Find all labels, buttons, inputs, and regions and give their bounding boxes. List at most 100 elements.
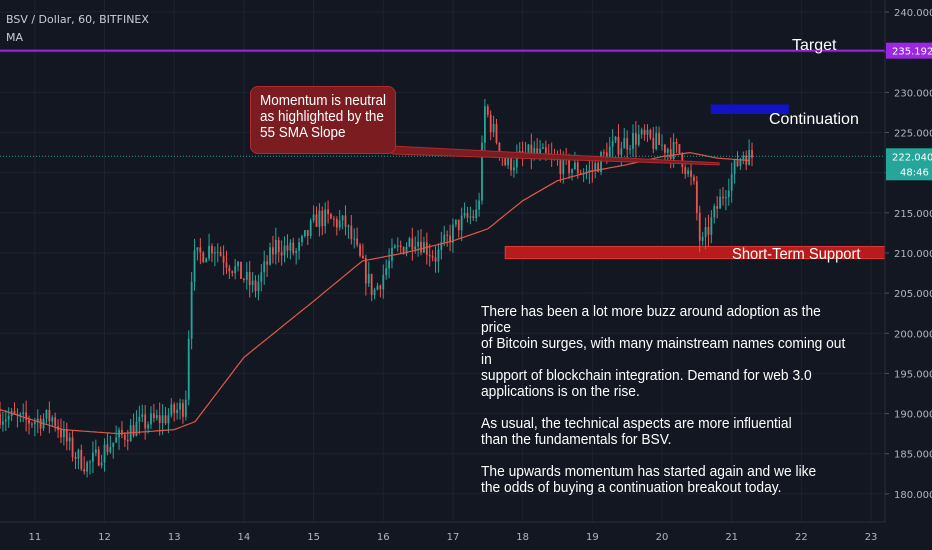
candle-body: [417, 241, 420, 247]
target-price-tag: [886, 42, 932, 59]
candle-body: [80, 449, 83, 470]
candle-body: [739, 159, 742, 166]
candle-body: [687, 170, 690, 175]
candle-body: [193, 250, 196, 282]
candle-body: [437, 249, 440, 262]
time-axis: 11 12 13 14 15 16 17 18 19 20 21 22 23: [0, 521, 932, 550]
candle-body: [33, 421, 36, 425]
candle-body: [303, 230, 306, 237]
candle-body: [97, 449, 100, 466]
indicator-label-ma[interactable]: MA: [6, 31, 24, 44]
candle-body: [571, 169, 573, 174]
candle-body: [539, 148, 541, 154]
candle-body: [617, 136, 620, 155]
candle-body: [634, 133, 637, 145]
candle-body: [176, 409, 179, 414]
candle-body: [269, 247, 271, 265]
candle-body: [318, 210, 321, 227]
candle-body: [202, 252, 205, 263]
time-tick-label: 12: [98, 532, 111, 543]
candle-body: [359, 244, 361, 256]
candle-body: [301, 236, 303, 243]
candle-body: [603, 152, 605, 154]
candle-body: [266, 261, 269, 265]
candle-body: [483, 106, 486, 143]
candle-body: [199, 247, 202, 253]
candle-body: [425, 242, 428, 255]
candle-body: [684, 167, 687, 175]
candle-body: [460, 215, 463, 231]
candle-body: [446, 234, 449, 236]
candle-body: [327, 209, 330, 215]
candle-body: [666, 149, 669, 153]
candle-body: [19, 413, 22, 416]
candle-body: [440, 242, 443, 250]
candle-body: [150, 413, 152, 425]
candle-body: [608, 146, 611, 161]
candle-body: [498, 142, 501, 155]
candle-body: [13, 411, 16, 415]
time-tick-label: 14: [238, 532, 251, 543]
candle-body: [544, 147, 547, 153]
candle-body: [31, 423, 33, 425]
candle-body: [39, 418, 42, 429]
candle-body: [190, 281, 193, 339]
candle-body: [25, 412, 28, 420]
candle-body: [65, 429, 68, 442]
symbol-title[interactable]: BSV / Dollar, 60, BITFINEX: [6, 13, 149, 26]
candle-body: [614, 136, 617, 141]
commentary-paragraph-1: There has been a lot more buzz around ad…: [481, 303, 846, 400]
candle-body: [36, 418, 39, 422]
candle-body: [298, 242, 300, 251]
candle-body: [4, 419, 7, 422]
momentum-callout[interactable]: [250, 86, 396, 154]
candle-body: [92, 452, 94, 462]
candle-body: [481, 142, 483, 201]
candle-body: [693, 176, 695, 182]
price-tick-label: 190.000: [894, 410, 932, 421]
candle-body: [280, 252, 283, 256]
candle-body: [208, 245, 210, 259]
price-tick-label: 180.000: [894, 490, 932, 501]
time-tick-label: 17: [447, 532, 460, 543]
candle-body: [736, 160, 739, 166]
continuation-zone: [710, 104, 789, 115]
candle-body: [173, 404, 176, 414]
time-tick-label: 16: [377, 532, 390, 543]
candle-body: [260, 272, 263, 282]
candle-body: [530, 144, 533, 158]
candle-body: [219, 251, 222, 256]
candle-body: [356, 238, 359, 245]
momentum-callout-text: Momentum is neutral as highlighted by th…: [260, 92, 387, 141]
candle-body: [7, 416, 10, 420]
candle-body: [45, 409, 48, 419]
candle-body: [295, 250, 298, 254]
candle-body: [196, 247, 199, 251]
candle-body: [405, 246, 408, 254]
candle-body: [724, 197, 727, 199]
candle-body: [187, 338, 190, 400]
candle-body: [568, 156, 570, 174]
candle-body: [2, 421, 4, 425]
moving-average-series: [0, 151, 750, 435]
candle-body: [155, 415, 158, 419]
candle-body: [126, 439, 129, 442]
candle-body: [182, 403, 184, 417]
candle-body: [536, 148, 539, 154]
candle-body: [109, 447, 112, 453]
candle-body: [242, 278, 245, 280]
candle-body: [71, 437, 74, 457]
time-tick-label: 18: [516, 532, 529, 543]
candle-body: [22, 412, 25, 414]
candle-body: [399, 245, 402, 248]
candle-body: [402, 247, 405, 254]
candle-body: [240, 261, 242, 279]
candle-body: [495, 124, 498, 143]
time-tick-label: 20: [656, 532, 669, 543]
candle-body: [730, 173, 733, 191]
candle-body: [652, 137, 655, 149]
candle-body: [507, 156, 510, 166]
candle-body: [690, 170, 692, 177]
candle-body: [231, 271, 234, 274]
